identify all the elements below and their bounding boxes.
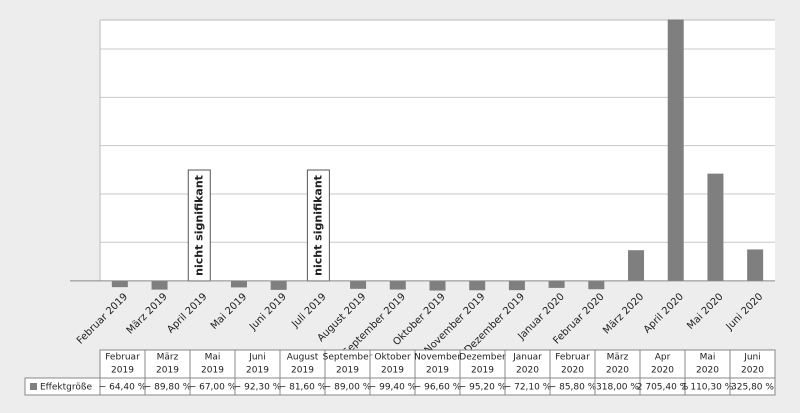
table-header: 2019 [336, 366, 359, 376]
bar [588, 280, 605, 290]
table-header: 2020 [741, 366, 764, 376]
x-tick-label: April 2019 [165, 291, 209, 335]
table-header: Februar [105, 353, 140, 363]
table-header: Mai [205, 353, 221, 363]
table-header: 2019 [246, 366, 269, 376]
plot-area [100, 20, 775, 281]
table-header: 2020 [696, 366, 719, 376]
bar [389, 280, 406, 290]
legend-swatch [30, 383, 37, 390]
table-cell: − 85,80 % [549, 383, 597, 393]
bar [270, 280, 287, 290]
x-tick-label: März 2019 [125, 291, 170, 336]
x-tick-label: Juni 2020 [724, 291, 766, 333]
table-header: Oktober [374, 353, 411, 363]
table-cell: − 96,60 % [414, 383, 462, 393]
annotation: nicht signifikant [311, 175, 324, 276]
table-header: Apr [655, 353, 671, 363]
table-header: 2020 [516, 366, 539, 376]
table-header: September [323, 353, 373, 363]
x-tick-label: Juni 2019 [247, 291, 289, 333]
table-header: 2019 [381, 366, 404, 376]
bar [469, 280, 486, 291]
bar [350, 280, 367, 289]
bar [429, 280, 446, 291]
bar [230, 280, 247, 288]
table-cell: − 81,60 % [279, 383, 327, 393]
table-header: 2019 [426, 366, 449, 376]
table-header: März [607, 353, 629, 363]
table-header: Juni [248, 353, 266, 363]
bar [667, 19, 684, 281]
x-tick-label: Mai 2019 [209, 291, 249, 331]
table-header: 2019 [111, 366, 134, 376]
table-cell: − 89,00 % [324, 383, 372, 393]
table-cell: 325,80 % [731, 383, 774, 393]
table-header: 2020 [651, 366, 674, 376]
table-header: 2019 [291, 366, 314, 376]
table-cell: 1 110,30 % [682, 383, 734, 393]
table-cell: − 67,00 % [189, 383, 237, 393]
x-tick-label: Juli 2019 [289, 291, 328, 330]
table-header: 2019 [201, 366, 224, 376]
x-tick-label: März 2020 [601, 291, 646, 336]
bar [628, 250, 645, 281]
table-cell: 2 705,40 % [637, 383, 689, 393]
bar [111, 280, 128, 288]
table-row-head [24, 377, 101, 396]
table-cell: − 95,20 % [459, 383, 507, 393]
table-cell: − 89,80 % [144, 383, 192, 393]
table-header: Februar [555, 353, 590, 363]
table-cell: − 64,40 % [99, 383, 147, 393]
table-header: November [414, 353, 461, 363]
legend-label: Effektgröße [40, 383, 93, 393]
x-tick-label: April 2020 [642, 291, 686, 335]
table-cell: 318,00 % [596, 383, 639, 393]
table-header: Juni [743, 353, 761, 363]
table-header: Dezember [459, 353, 506, 363]
bar [508, 280, 525, 291]
table-header: 2019 [156, 366, 179, 376]
table [99, 349, 776, 396]
table-header: Mai [700, 353, 716, 363]
table-cell: − 72,10 % [504, 383, 552, 393]
bar [548, 280, 565, 288]
table-cell: − 92,30 % [234, 383, 282, 393]
table-header: August [287, 353, 319, 363]
table-header: März [157, 353, 179, 363]
annotation: nicht signifikant [192, 175, 205, 276]
x-tick-label: Mai 2020 [685, 291, 725, 331]
bar [707, 173, 724, 281]
table-header: 2020 [561, 366, 584, 376]
table-header: 2020 [606, 366, 629, 376]
bar [747, 249, 764, 281]
table-header: 2019 [471, 366, 494, 376]
table-cell: − 99,40 % [369, 383, 417, 393]
bar [151, 280, 168, 290]
x-tick-label: Februar 2019 [75, 291, 130, 346]
table-header: Januar [512, 353, 542, 363]
